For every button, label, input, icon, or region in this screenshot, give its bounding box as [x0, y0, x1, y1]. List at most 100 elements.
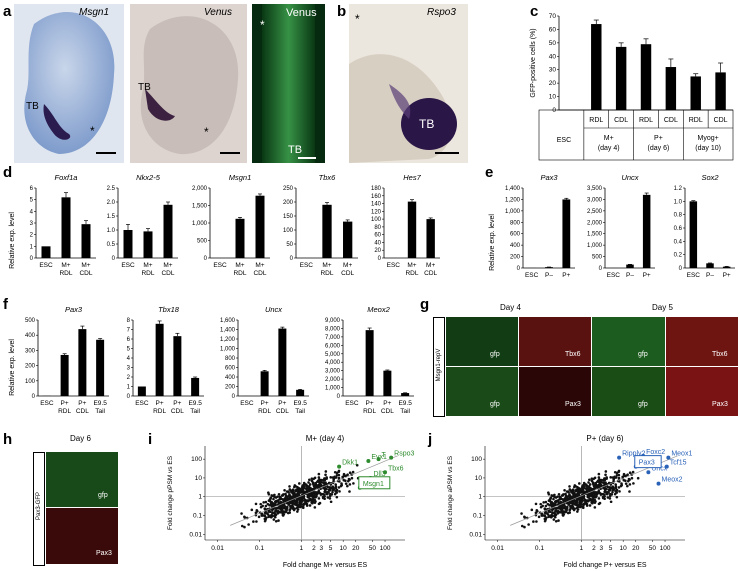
x-tick-label: E9.5 — [188, 400, 202, 407]
data-point — [312, 496, 315, 500]
data-point — [535, 520, 538, 523]
data-point — [619, 484, 623, 488]
bar — [401, 393, 410, 396]
data-point — [539, 502, 543, 506]
data-point — [578, 499, 582, 503]
data-point — [272, 497, 275, 501]
data-point — [247, 523, 250, 526]
bar — [690, 76, 701, 110]
gene-label: Uncx — [651, 465, 667, 472]
y-tick-label: 1.5 — [107, 214, 116, 220]
bar — [722, 266, 731, 268]
data-point — [328, 497, 332, 500]
data-point — [593, 493, 596, 497]
data-point — [317, 472, 321, 476]
data-point — [277, 502, 280, 505]
y-tick-label: 0 — [552, 107, 556, 114]
x-tick-label: ESC — [345, 400, 359, 407]
x-tick-label-2: CDL — [76, 408, 89, 415]
x-tick-label: M+ — [322, 262, 331, 269]
data-point — [250, 508, 254, 512]
data-point — [581, 505, 585, 509]
ylabel-d: Relative exp. level — [9, 212, 16, 269]
data-point — [571, 491, 575, 495]
data-point — [313, 506, 317, 509]
highlighted-point — [383, 470, 388, 475]
tb-label: TB — [419, 117, 435, 131]
data-point — [284, 510, 287, 514]
highlighted-point — [366, 458, 371, 463]
data-point — [327, 481, 331, 485]
data-point — [559, 504, 562, 508]
gene-label: Meox1 — [671, 451, 692, 458]
data-point — [566, 497, 570, 501]
data-point — [292, 502, 295, 505]
data-point — [337, 476, 341, 480]
x-tick-label: ESC — [39, 262, 53, 269]
data-point — [348, 471, 352, 475]
data-point — [307, 487, 311, 490]
chart-title: Uncx — [621, 173, 638, 182]
chart-uncx-f: Uncx 0 200 400 600 800 1,000 1,200 1,400 1,600 ESC… — [220, 305, 309, 415]
data-point — [540, 512, 544, 516]
data-point — [333, 475, 336, 479]
data-point — [597, 497, 601, 500]
data-point — [291, 491, 295, 495]
data-point — [284, 492, 287, 496]
x-tick-label: P+ — [156, 400, 164, 407]
data-point — [568, 488, 572, 491]
x-tick-label-2: Tail — [295, 408, 305, 415]
gene-label: Tcf15 — [670, 460, 687, 467]
data-point — [604, 470, 608, 473]
y-axis-label: GFP-positive cells (%) — [530, 28, 537, 97]
rspo3-embryo-image: Rspo3 * TB — [349, 4, 468, 163]
x-tick-label-2: RDL — [59, 270, 72, 277]
x-tick-label-2: CDL — [253, 270, 266, 277]
highlighted-point — [664, 464, 669, 469]
data-point — [588, 504, 592, 507]
data-point — [263, 511, 267, 515]
y-tick-label: 2,000 — [192, 186, 208, 192]
data-point — [607, 488, 611, 492]
data-point — [557, 510, 561, 514]
y-tick-label: 1,600 — [220, 318, 236, 324]
data-point — [613, 475, 616, 479]
highlighted-point — [617, 455, 622, 460]
y-tick-label: 80 — [374, 225, 381, 231]
data-point — [527, 523, 530, 526]
data-point — [552, 518, 556, 521]
x-tick-label-2: Tail — [190, 408, 200, 415]
data-point — [550, 508, 554, 511]
data-point — [584, 487, 588, 491]
data-point — [614, 486, 618, 490]
data-point — [323, 481, 326, 485]
y-tick-label: 1 — [127, 385, 131, 391]
category-label: RDL — [639, 117, 653, 124]
data-point — [274, 519, 278, 523]
category-table — [538, 109, 734, 161]
data-point — [615, 473, 619, 477]
data-point — [565, 505, 569, 509]
data-point — [611, 485, 615, 489]
data-point — [296, 485, 299, 489]
data-point — [542, 514, 546, 517]
bar — [706, 263, 714, 268]
data-point — [582, 481, 586, 485]
data-point — [597, 476, 601, 479]
data-point — [269, 515, 273, 519]
y-tick-label: 3,000 — [325, 369, 341, 375]
data-point — [523, 516, 527, 519]
star-marker: * — [204, 125, 209, 139]
bar — [407, 201, 417, 258]
y-tick-label: 0.1 — [193, 513, 202, 520]
data-point — [572, 502, 575, 505]
category-esc: ESC — [557, 137, 571, 144]
data-point — [611, 490, 614, 494]
y-tick-label: 800 — [510, 220, 521, 226]
x-tick-label: 0.01 — [211, 545, 224, 552]
micrograph-d4-tbx6: Tbx6 — [519, 317, 591, 366]
y-tick-label: 2,000 — [325, 377, 341, 383]
y-tick-label: 0 — [127, 394, 131, 400]
